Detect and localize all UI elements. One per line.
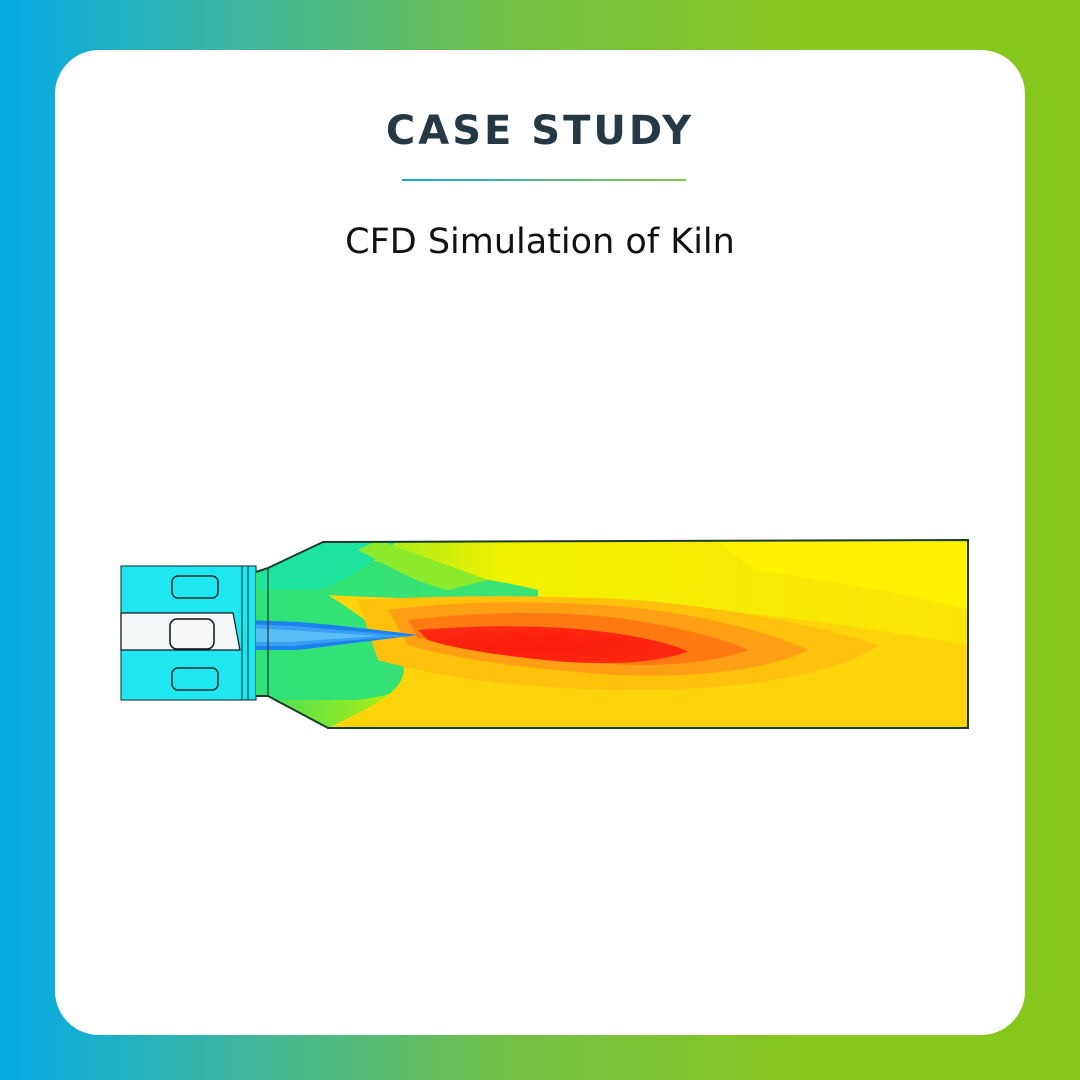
kiln-temperature-contours bbox=[256, 540, 968, 728]
page-title: CASE STUDY bbox=[385, 108, 695, 154]
title-underline bbox=[402, 179, 686, 181]
burner-inlet bbox=[120, 565, 257, 701]
kiln-outline bbox=[255, 538, 969, 729]
page-subtitle: CFD Simulation of Kiln bbox=[345, 222, 735, 262]
kiln-cfd-contour-figure bbox=[120, 538, 969, 729]
